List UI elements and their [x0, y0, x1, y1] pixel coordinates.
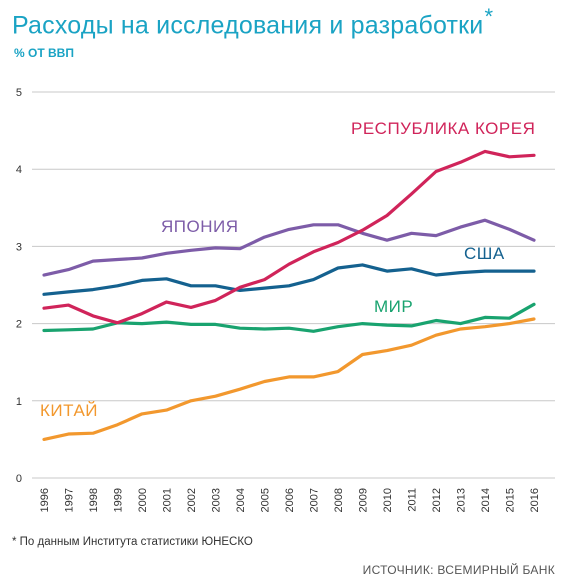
x-tick-label: 2010 — [382, 488, 394, 512]
y-tick-label: 0 — [16, 473, 22, 485]
x-tick-label: 2006 — [284, 488, 296, 512]
x-tick-label: 2001 — [162, 488, 174, 512]
x-tick-label: 1999 — [113, 488, 125, 512]
series-line-0 — [42, 149, 536, 325]
series-label-1: ЯПОНИЯ — [161, 217, 239, 236]
series-lines — [42, 149, 536, 441]
chart-title: Расходы на исследования и разработки* — [12, 4, 493, 40]
series-line-4 — [42, 317, 536, 441]
x-tick-label: 2013 — [456, 488, 468, 512]
x-axis-ticks: 1996 1997 1998 1999 2000 2001 2002 2003 2004 2005… — [39, 488, 541, 512]
series-line-3 — [42, 302, 536, 333]
y-tick-label: 2 — [16, 319, 22, 331]
x-tick-label: 2000 — [137, 488, 149, 512]
series-label-0: РЕСПУБЛИКА КОРЕЯ — [351, 119, 535, 138]
title-footnote-mark: * — [484, 4, 494, 29]
x-tick-label: 2016 — [529, 488, 541, 512]
grid-lines — [32, 91, 555, 479]
x-tick-label: 2005 — [260, 488, 272, 512]
y-tick-label: 5 — [16, 87, 22, 99]
footnote: * По данным Института статистики ЮНЕСКО — [12, 536, 253, 548]
x-tick-label: 2012 — [431, 488, 443, 512]
source-note: ИСТОЧНИК: ВСЕМИРНЫЙ БАНК — [362, 563, 555, 577]
y-tick-label: 4 — [16, 164, 22, 176]
series-line-1 — [42, 218, 536, 277]
x-tick-label: 2002 — [186, 488, 198, 512]
x-tick-label: 2015 — [505, 488, 517, 512]
x-tick-label: 2009 — [358, 488, 370, 512]
x-tick-label: 2014 — [480, 488, 492, 512]
x-tick-label: 2007 — [309, 488, 321, 512]
x-tick-label: 1997 — [64, 488, 76, 512]
series-labels: РЕСПУБЛИКА КОРЕЯ ЯПОНИЯ США МИР КИТАЙ — [40, 119, 535, 420]
x-tick-label: 2003 — [211, 488, 223, 512]
series-label-3: МИР — [374, 297, 413, 316]
series-label-2: США — [464, 244, 505, 263]
x-tick-label: 1998 — [88, 488, 100, 512]
x-tick-label: 2004 — [235, 488, 247, 512]
x-tick-label: 1996 — [39, 488, 51, 512]
series-line-2 — [42, 263, 536, 296]
series-label-4: КИТАЙ — [40, 401, 98, 420]
y-axis-unit-label: % ОТ ВВП — [14, 46, 74, 60]
x-tick-label: 2008 — [333, 488, 345, 512]
y-tick-label: 3 — [16, 241, 22, 253]
y-tick-label: 1 — [16, 396, 22, 408]
y-axis-ticks: 0 1 2 3 4 5 — [16, 87, 22, 485]
chart-title-text: Расходы на исследования и разработки — [12, 11, 484, 40]
x-tick-label: 2011 — [407, 488, 419, 512]
